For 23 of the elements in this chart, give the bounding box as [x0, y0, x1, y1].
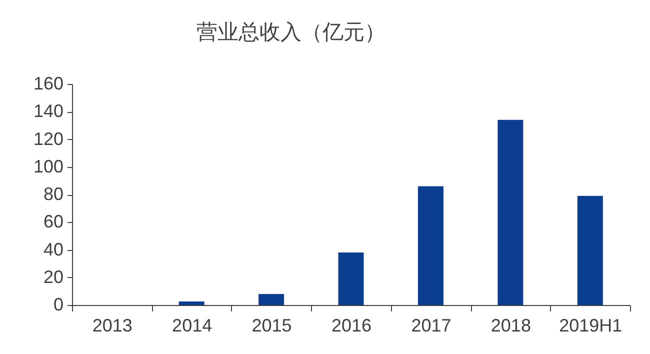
x-tick-label: 2018: [490, 316, 531, 336]
chart-title: 营业总收入（亿元）: [196, 21, 386, 44]
y-tick-label: 160: [33, 74, 64, 94]
bar: [498, 120, 524, 305]
bar: [258, 294, 284, 305]
y-tick-label: 140: [33, 101, 64, 122]
y-tick-label: 120: [33, 128, 64, 149]
y-tick-label: 40: [43, 239, 64, 260]
x-tick-label: 2015: [252, 316, 292, 336]
bar: [577, 196, 603, 305]
y-tick-label: 80: [43, 184, 64, 204]
y-tick-label: 100: [33, 156, 64, 176]
x-tick-label: 2016: [331, 316, 372, 336]
x-tick-label: 2017: [411, 316, 452, 336]
bar: [338, 252, 364, 305]
y-tick-label: 60: [43, 212, 64, 232]
x-tick-label: 2014: [172, 316, 212, 336]
y-tick-label: 20: [43, 266, 64, 287]
bar: [178, 302, 204, 305]
y-tick-label: 0: [53, 294, 64, 314]
x-tick-label: 2013: [92, 316, 132, 336]
bar: [418, 186, 444, 305]
x-tick-label: 2019H1: [559, 316, 622, 336]
